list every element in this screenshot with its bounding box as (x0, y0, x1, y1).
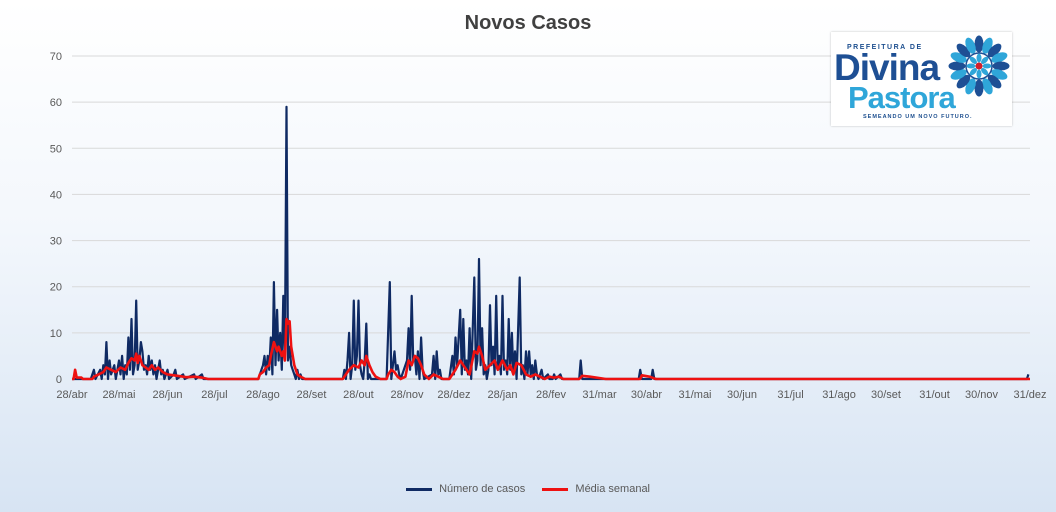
y-tick-label: 50 (50, 143, 62, 155)
chart-title: Novos Casos (464, 12, 592, 34)
x-tick-label: 28/out (343, 389, 374, 401)
x-tick-label: 31/ago (822, 389, 856, 401)
legend-swatch-average (542, 487, 569, 491)
divina-pastora-logo: PREFEITURA DE Divina Pastora SEMEANDO UM… (831, 32, 1012, 126)
logo-prefeitura-text: PREFEITURA DE (847, 44, 923, 51)
logo-slogan: SEMEANDO UM NOVO FUTURO. (863, 114, 973, 120)
y-tick-label: 10 (50, 328, 62, 340)
y-tick-label: 20 (50, 282, 62, 294)
x-tick-label: 31/dez (1013, 389, 1046, 401)
x-tick-label: 28/abr (56, 389, 88, 401)
x-tick-label: 28/fev (536, 389, 566, 401)
x-tick-label: 28/dez (437, 389, 470, 401)
x-tick-label: 30/nov (965, 389, 999, 401)
y-tick-label: 60 (50, 97, 62, 109)
y-tick-label: 70 (50, 51, 62, 63)
x-tick-label: 31/mar (582, 389, 617, 401)
x-tick-label: 30/jun (727, 389, 757, 401)
flower-emblem-icon (948, 35, 1010, 97)
x-axis-ticks: 28/abr 28/mai 28/jun 28/jul 28/ago 28/set 28/o… (56, 389, 1046, 401)
x-tick-label: 28/nov (390, 389, 424, 401)
x-tick-label: 30/abr (631, 389, 663, 401)
x-tick-label: 28/jul (201, 389, 227, 401)
logo-name-line1: Divina (834, 47, 940, 88)
legend-label-average: Média semanal (575, 483, 650, 495)
x-tick-label: 31/mai (678, 389, 711, 401)
series-line-average (72, 317, 1030, 381)
logo-name-line2: Pastora (848, 80, 956, 115)
series-lines (72, 105, 1030, 381)
x-tick-label: 31/jul (777, 389, 803, 401)
y-axis-ticks: 0 10 20 30 40 50 60 70 (50, 51, 62, 386)
y-tick-label: 40 (50, 189, 62, 201)
chart-legend: Número de casos Média semanal (0, 483, 1056, 495)
legend-item-cases: Número de casos (406, 483, 525, 495)
x-tick-label: 31/out (919, 389, 950, 401)
series-line-cases (72, 105, 1030, 381)
x-tick-label: 28/jun (152, 389, 182, 401)
x-tick-label: 30/set (871, 389, 901, 401)
legend-swatch-cases (406, 487, 432, 491)
y-tick-label: 30 (50, 236, 62, 248)
x-tick-label: 28/ago (246, 389, 280, 401)
legend-label-cases: Número de casos (439, 483, 526, 495)
x-tick-label: 28/set (297, 389, 327, 401)
x-tick-label: 28/jan (487, 389, 517, 401)
y-tick-label: 0 (56, 374, 62, 386)
legend-item-average: Média semanal (542, 483, 650, 495)
x-tick-label: 28/mai (102, 389, 135, 401)
